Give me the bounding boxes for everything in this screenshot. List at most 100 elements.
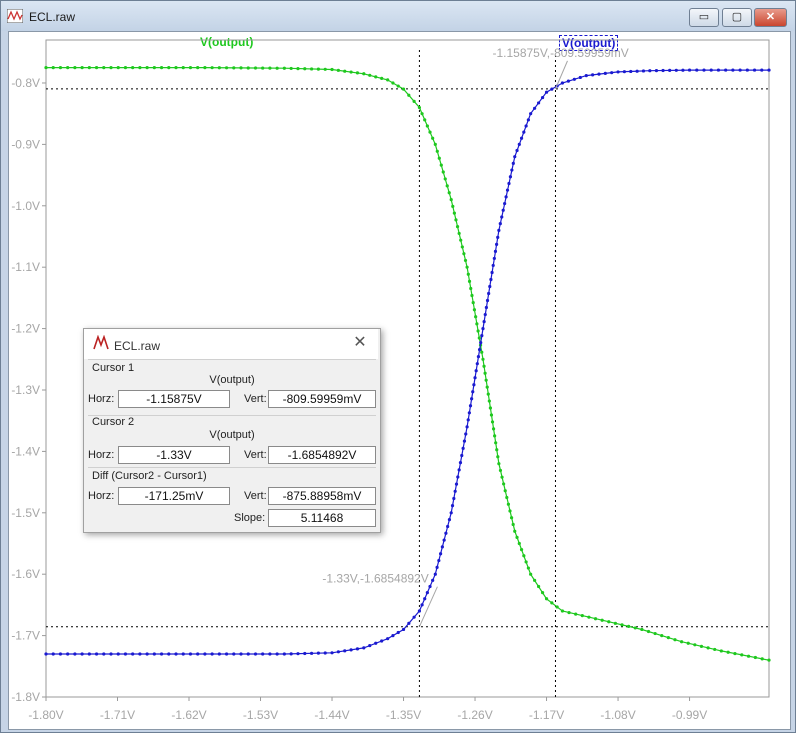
series-point [733,651,737,656]
series-point [495,448,499,452]
series-point [167,66,171,70]
cursor1-vert-field[interactable]: -809.59959mV [268,390,376,408]
series-point [622,70,627,74]
cursor2-vert-field[interactable]: -1.6854892V [268,446,376,464]
series-point [481,326,485,331]
series-point [343,649,347,653]
close-icon[interactable]: ✕ [353,334,367,351]
series-point [159,652,164,656]
series-point [239,652,243,656]
title-bar[interactable]: ECL.raw ▭ ▢ ✕ [1,1,795,31]
series-point [349,648,353,652]
series-point [217,652,221,656]
series-point [102,66,106,70]
series-point [445,184,449,188]
x-tick-label: -1.35V [386,708,421,722]
series-point [600,618,604,622]
series-point [460,245,464,249]
series-point [480,350,484,354]
series-point [702,68,706,72]
series-point [456,475,460,479]
diff-horz-field[interactable]: -171.25mV [118,487,230,505]
series-point [224,66,229,70]
series-point [474,369,478,373]
series-point [349,70,353,74]
close-button[interactable]: ✕ [754,8,787,27]
series-point [309,67,314,71]
series-point [428,584,432,589]
series-point [536,101,541,105]
series-point [374,75,378,79]
waveform-chart[interactable]: -1.80V -1.71V -1.62V -1.53V -1.44V -1.35V -1.2… [9,32,791,730]
cursor2-horz-field[interactable]: -1.33V [118,446,230,464]
series-point [196,652,200,656]
minimize-button[interactable]: ▭ [689,8,719,27]
series-point [540,95,545,100]
series-point [502,482,506,486]
maximize-button[interactable]: ▢ [722,8,752,27]
series-point [374,641,378,645]
slope-field[interactable]: 5.11468 [268,509,376,527]
series-point [511,522,515,527]
series-point [471,390,475,394]
cursor-dialog-titlebar[interactable]: ECL.raw ✕ [84,329,378,359]
series-point [497,228,501,232]
series-point [607,620,611,624]
diff-vert-label: Vert: [244,490,267,502]
diff-header: Diff (Cursor2 - Cursor1) [92,470,207,482]
diff-vert-field[interactable]: -875.88958mV [268,487,376,505]
series-point [506,502,511,506]
series-point [501,208,505,212]
series-point [493,249,498,253]
series-point [483,312,487,317]
series-point [449,511,453,515]
series-point [316,651,321,655]
series-point [102,652,106,656]
y-tick-label: -1.7V [11,629,40,643]
y-tick-label: -1.2V [11,322,40,336]
series-point [386,78,390,82]
series-point [613,621,617,625]
series-point [444,531,448,535]
trace-label-green[interactable]: V(output) [200,35,254,49]
cursor1-horz-field[interactable]: -1.15875V [118,390,230,408]
x-tick-label: -1.71V [100,708,135,722]
series-point [268,652,272,656]
series-point [412,99,416,104]
series-point [507,181,511,186]
diff-group: Diff (Cursor2 - Cursor1) Horz: -171.25mV… [88,467,376,530]
x-tick-label: -1.08V [600,708,635,722]
cursor2-annotation: -1.33V,-1.6854892V [322,572,428,586]
series-point [489,413,494,417]
series-point [296,652,300,656]
series-point [482,364,486,368]
series-point [479,341,483,345]
series-point [261,66,265,70]
series-point [560,609,565,613]
diff-horz-label: Horz: [88,490,115,502]
series-point [73,652,77,656]
series-point [336,68,340,72]
series-point [446,524,450,529]
series-point [203,652,207,656]
series-point [261,652,265,656]
series-point [640,627,644,632]
series-point [450,504,455,508]
series-point [123,66,128,70]
series-point [289,66,293,71]
series-point [745,68,749,72]
series-point [503,201,507,206]
series-point [483,371,487,375]
cursor-dialog[interactable]: ECL.raw ✕ Cursor 1 V(output) Horz: -1.15… [83,328,381,533]
cursor1-trace: V(output) [209,374,255,386]
series-point [330,651,334,655]
series-point [167,652,171,656]
series-point [441,170,445,174]
series-point [460,453,464,458]
series-point [303,67,307,71]
series-point [447,518,452,522]
series-point [217,66,221,70]
series-point [491,427,496,431]
series-point [526,118,530,122]
series-point [526,566,530,570]
